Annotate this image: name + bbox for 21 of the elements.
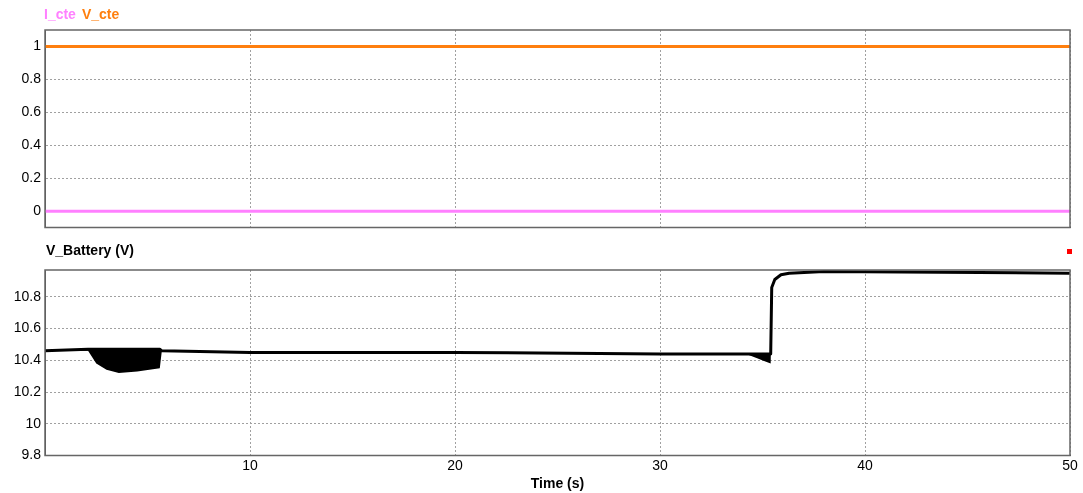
y-tick-label: 1 xyxy=(33,37,42,54)
x-tick-label: 40 xyxy=(857,456,873,473)
x-tick-label: 30 xyxy=(652,456,668,473)
y-tick-label: 10.6 xyxy=(13,319,42,336)
x-axis-title: Time (s) xyxy=(530,475,585,492)
series-label: V_cte xyxy=(81,6,120,22)
y-tick-label: 10 xyxy=(25,414,42,431)
x-tick-label: 50 xyxy=(1062,456,1078,473)
y-tick-label: 9.8 xyxy=(21,446,42,463)
y-tick-label: 10.2 xyxy=(13,382,42,399)
y-tick-label: 10.4 xyxy=(13,351,42,368)
y-tick-label: 0.6 xyxy=(21,103,42,120)
y-tick-label: 0 xyxy=(33,201,42,218)
y-tick-label: 0.8 xyxy=(21,70,42,87)
y-tick-label: 0.4 xyxy=(21,136,42,153)
x-tick-label: 10 xyxy=(242,456,258,473)
chart-title: V_Battery (V) xyxy=(46,242,134,258)
x-tick-label: 20 xyxy=(447,456,463,473)
y-tick-label: 10.8 xyxy=(13,287,42,304)
text: I_cte xyxy=(44,6,76,22)
y-tick-label: 0.2 xyxy=(21,169,42,186)
